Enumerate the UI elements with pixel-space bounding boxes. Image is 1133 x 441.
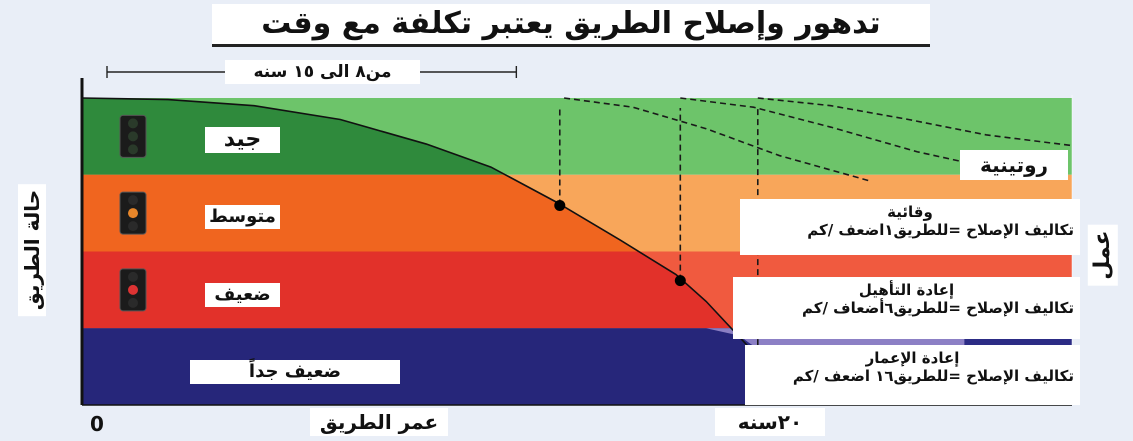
action-reconstruction-name: إعادة الإعمار [865, 349, 960, 367]
band-dark-3 [82, 328, 965, 405]
action-preventive-name: وقائية [887, 203, 933, 221]
band-dark-1 [82, 174, 639, 252]
curve-areas [81, 97, 965, 405]
x-tick-label: ٢٠سنه [715, 408, 825, 436]
action-rehabilitation-name: إعادة التأهيل [858, 281, 955, 299]
action-reconstruction-cost: تكاليف الإصلاح =للطريق١٦ اضعف /كم [792, 367, 1074, 385]
band-dark-2 [82, 251, 732, 329]
restoration-curve-1 [680, 97, 1030, 178]
work-label: عمل [1078, 210, 1128, 300]
restoration-curve-0 [563, 97, 870, 182]
action-reconstruction: إعادة الإعمار تكاليف الإصلاح =للطريق١٦ ا… [745, 345, 1080, 405]
traffic-lamp-0-0 [128, 118, 138, 129]
origin-label: 0 [90, 412, 104, 436]
traffic-lamp-2-0 [128, 271, 138, 282]
traffic-lamp-0-2 [128, 144, 138, 155]
x-axis-label: عمر الطريق [310, 408, 448, 436]
traffic-lamp-1-2 [128, 221, 138, 232]
span-label: من٨ الى ١٥ سنه [225, 60, 420, 84]
band-label-fair: متوسط [205, 205, 280, 229]
work-label-text: عمل [1087, 224, 1119, 286]
action-rehabilitation: إعادة التأهيل تكاليف الإصلاح =للطريق٦أضع… [733, 277, 1080, 339]
y-axis-label: حالة الطريق [2, 180, 62, 320]
traffic-lamp-1-1 [128, 208, 138, 219]
traffic-lamp-2-2 [128, 297, 138, 308]
action-preventive: وقائية تكاليف الإصلاح =للطريق١اضعف /كم [740, 199, 1080, 255]
band-label-good: جيد [205, 127, 280, 153]
band-label-very-poor: ضعيف جداً [190, 360, 400, 384]
intervention-point-0 [554, 199, 566, 211]
intervention-point-1 [674, 275, 686, 287]
band-dark-0 [82, 98, 506, 175]
y-axis-label-text: حالة الطريق [18, 183, 46, 317]
traffic-lamp-2-1 [128, 284, 138, 295]
action-preventive-cost: تكاليف الإصلاح =للطريق١اضعف /كم [807, 221, 1074, 239]
traffic-lights [119, 114, 147, 312]
action-rehabilitation-cost: تكاليف الإصلاح =للطريق٦أضعاف /كم [802, 299, 1074, 317]
traffic-lamp-1-0 [128, 195, 138, 206]
band-label-poor: ضعيف [205, 283, 280, 307]
traffic-lamp-0-1 [128, 131, 138, 142]
chart-title: تدهور وإصلاح الطريق يعتبر تكلفة مع وقت [212, 4, 930, 47]
restoration-curve-2 [757, 97, 1073, 147]
routine-label: روتينية [960, 150, 1068, 180]
